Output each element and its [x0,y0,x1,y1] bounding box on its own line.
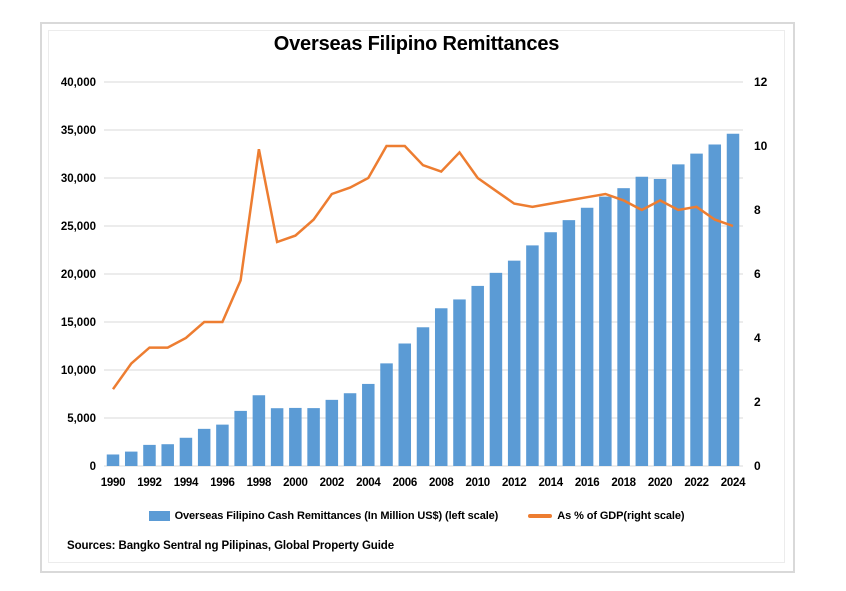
legend-item-bar-series: Overseas Filipino Cash Remittances (In M… [148,510,499,522]
sources-note: Sources: Bangko Sentral ng Pilipinas, Gl… [67,540,395,552]
chart-title: Overseas Filipino Remittances [273,33,560,55]
bar-series-label: Overseas Filipino Cash Remittances (In M… [174,510,499,522]
line-series-label: As % of GDP(right scale) [557,510,685,522]
chart-inner-border [48,30,785,563]
legend-item-line-series: As % of GDP(right scale) [528,510,685,522]
legend: Overseas Filipino Cash Remittances (In M… [40,510,793,522]
chart-outer-border [40,22,795,573]
bar-series-swatch-icon [148,511,170,521]
line-series-swatch-icon [528,514,553,518]
